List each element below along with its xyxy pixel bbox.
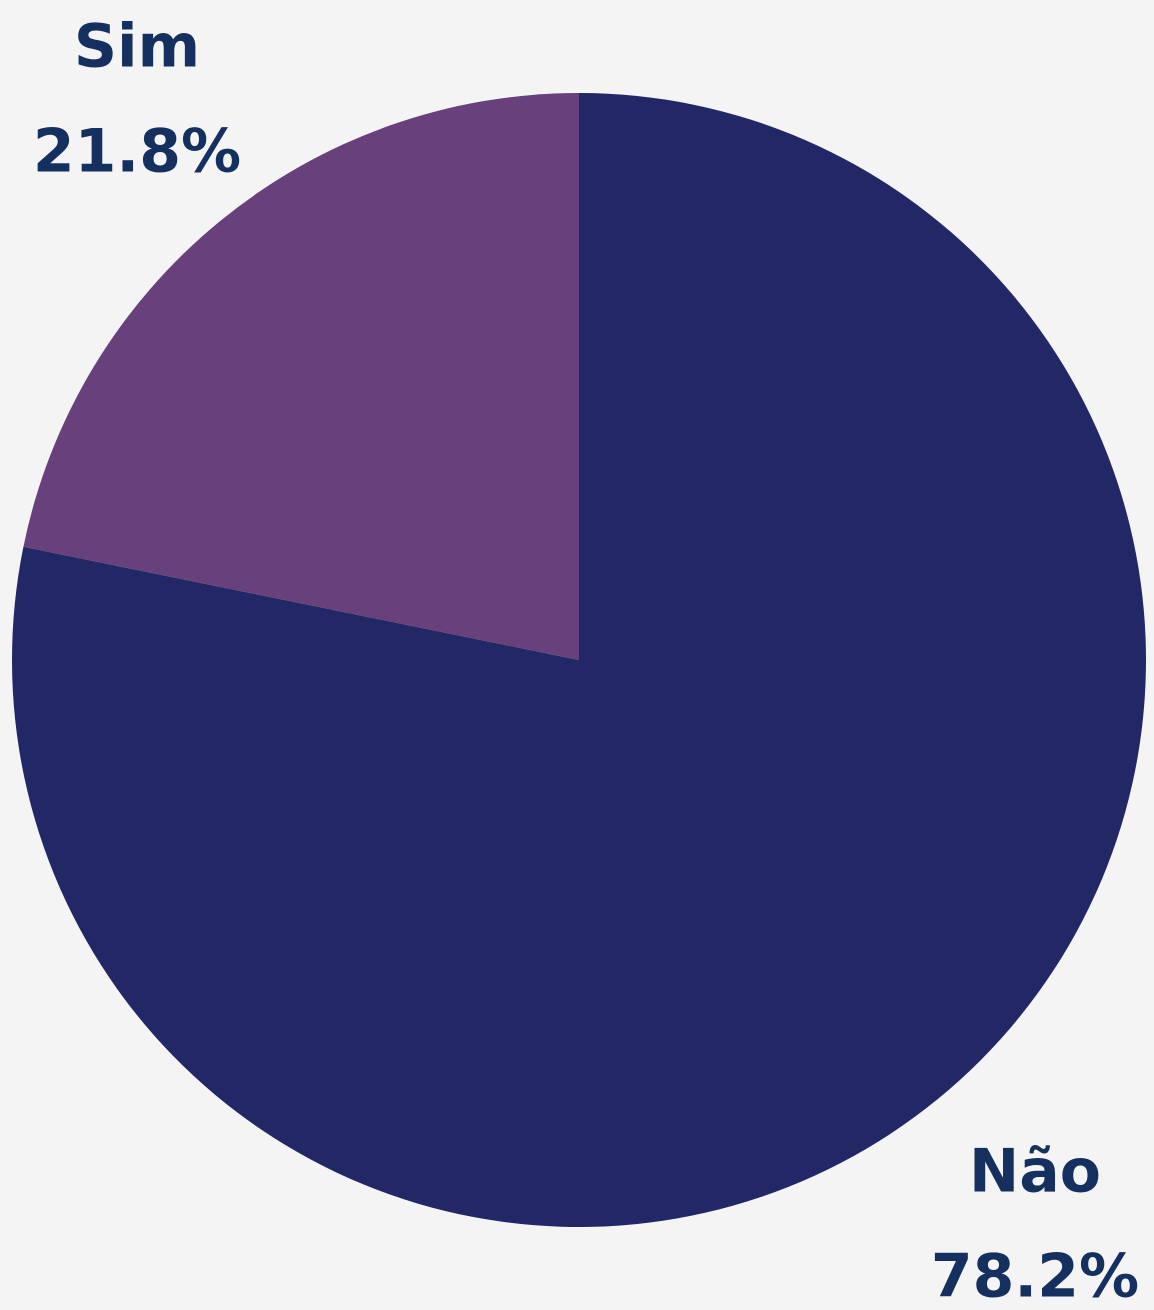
slice-label: Não (969, 1137, 1101, 1207)
pie-slice (23, 93, 580, 660)
slice-value-label: 21.8% (33, 117, 241, 187)
slice-label: Sim (74, 12, 200, 82)
slice-value-label: 78.2% (931, 1242, 1139, 1310)
